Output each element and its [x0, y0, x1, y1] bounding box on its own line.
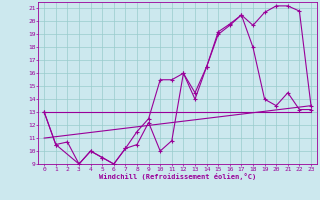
X-axis label: Windchill (Refroidissement éolien,°C): Windchill (Refroidissement éolien,°C): [99, 173, 256, 180]
